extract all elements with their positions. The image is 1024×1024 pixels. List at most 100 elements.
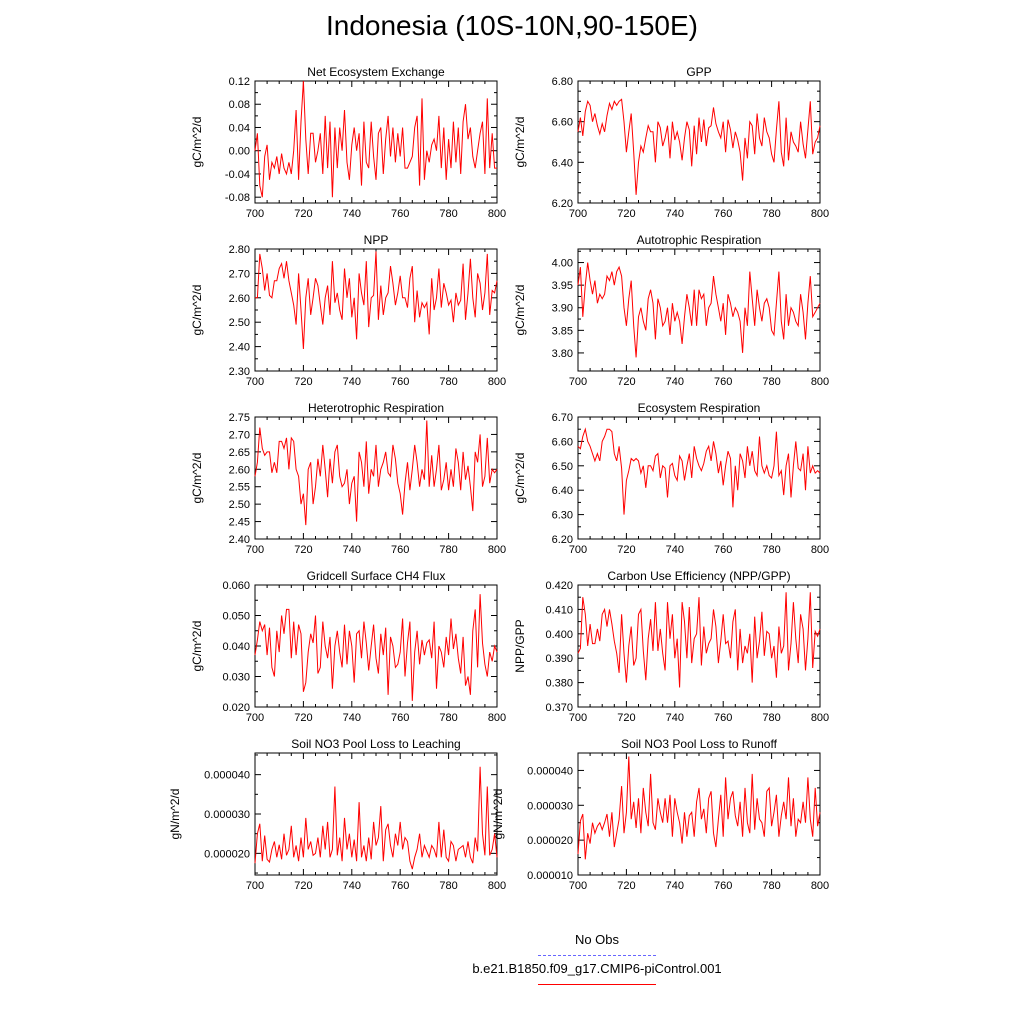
panel-7: Gridcell Surface CH4 Flux 700 720 740 760 780… bbox=[190, 569, 506, 724]
y-tick-label: 2.40 bbox=[229, 534, 250, 546]
y-tick-label: 2.50 bbox=[229, 317, 250, 329]
y-tick-label: 0.040 bbox=[222, 641, 250, 653]
x-tick-label: 700 bbox=[569, 544, 587, 556]
y-tick-label: 2.50 bbox=[229, 499, 250, 511]
y-tick-label: 0.060 bbox=[222, 580, 250, 592]
y-tick-label: 0.370 bbox=[545, 702, 573, 714]
y-axis-label: gC/m^2/d bbox=[190, 453, 204, 504]
x-tick-label: 700 bbox=[246, 712, 264, 724]
x-tick-label: 800 bbox=[811, 712, 829, 724]
y-tick-label: 2.60 bbox=[229, 464, 250, 476]
x-tick-label: 720 bbox=[294, 376, 312, 388]
y-tick-label: 0.12 bbox=[229, 76, 250, 88]
panel-title: Net Ecosystem Exchange bbox=[307, 65, 445, 79]
y-tick-label: 6.60 bbox=[552, 436, 573, 448]
y-tick-label: 2.70 bbox=[229, 268, 250, 280]
y-tick-label: 6.70 bbox=[552, 412, 573, 424]
y-tick-label: 0.380 bbox=[545, 678, 573, 690]
x-tick-label: 780 bbox=[762, 712, 780, 724]
x-tick-label: 700 bbox=[246, 544, 264, 556]
x-tick-label: 740 bbox=[343, 544, 361, 556]
y-axis-label: gC/m^2/d bbox=[190, 117, 204, 168]
x-tick-label: 760 bbox=[391, 712, 409, 724]
x-tick-label: 740 bbox=[343, 208, 361, 220]
plot-frame bbox=[254, 248, 498, 372]
y-tick-label: 0.000030 bbox=[527, 800, 573, 812]
x-tick-label: 700 bbox=[246, 880, 264, 892]
x-tick-label: 800 bbox=[488, 880, 506, 892]
y-tick-label: 0.390 bbox=[545, 653, 573, 665]
x-tick-label: 780 bbox=[762, 880, 780, 892]
x-tick-label: 720 bbox=[617, 376, 635, 388]
x-tick-label: 800 bbox=[488, 712, 506, 724]
x-tick-label: 700 bbox=[569, 376, 587, 388]
series-line bbox=[254, 594, 498, 701]
x-tick-label: 740 bbox=[343, 376, 361, 388]
x-tick-label: 740 bbox=[666, 880, 684, 892]
series-line bbox=[577, 262, 821, 358]
panel-8: Carbon Use Efficiency (NPP/GPP) 700 720 740… bbox=[513, 569, 829, 724]
x-tick-label: 700 bbox=[569, 880, 587, 892]
y-tick-label: 0.420 bbox=[545, 580, 573, 592]
y-axis-label: gC/m^2/d bbox=[513, 285, 527, 336]
panel-10: Soil NO3 Pool Loss to Runoff 700 720 740 760… bbox=[491, 737, 829, 892]
x-tick-label: 720 bbox=[617, 544, 635, 556]
x-tick-label: 700 bbox=[569, 712, 587, 724]
y-tick-label: 2.65 bbox=[229, 447, 250, 459]
y-tick-label: 0.000020 bbox=[204, 848, 250, 860]
series-line bbox=[254, 766, 498, 870]
legend-obs-line bbox=[538, 955, 656, 956]
panel-3: NPP 700 720 740 760 780 800 2.30 2.40 2.50 2.60 2.7… bbox=[190, 233, 506, 388]
y-tick-label: 2.40 bbox=[229, 342, 250, 354]
x-tick-label: 720 bbox=[617, 208, 635, 220]
series-line bbox=[254, 420, 498, 526]
x-tick-label: 780 bbox=[439, 376, 457, 388]
x-tick-label: 800 bbox=[488, 208, 506, 220]
panel-title: Ecosystem Respiration bbox=[638, 401, 761, 415]
x-tick-label: 720 bbox=[617, 880, 635, 892]
panel-title: Carbon Use Efficiency (NPP/GPP) bbox=[607, 569, 790, 583]
y-axis-label: gC/m^2/d bbox=[190, 621, 204, 672]
series-line bbox=[577, 427, 821, 515]
y-tick-label: 0.04 bbox=[229, 122, 250, 134]
y-tick-label: -0.04 bbox=[225, 169, 250, 181]
x-tick-label: 760 bbox=[714, 712, 732, 724]
x-tick-label: 740 bbox=[343, 880, 361, 892]
series-line bbox=[577, 98, 821, 195]
y-tick-label: -0.08 bbox=[225, 192, 250, 204]
panel-6: Ecosystem Respiration 700 720 740 760 780 800 6… bbox=[513, 401, 829, 556]
y-tick-label: 0.030 bbox=[222, 672, 250, 684]
y-tick-label: 6.20 bbox=[552, 534, 573, 546]
x-tick-label: 740 bbox=[666, 712, 684, 724]
x-tick-label: 700 bbox=[246, 208, 264, 220]
panel-title: Gridcell Surface CH4 Flux bbox=[307, 569, 446, 583]
x-tick-label: 740 bbox=[666, 376, 684, 388]
series-line bbox=[577, 756, 821, 860]
y-tick-label: 6.40 bbox=[552, 157, 573, 169]
x-tick-label: 800 bbox=[488, 376, 506, 388]
x-tick-label: 780 bbox=[762, 544, 780, 556]
plot-frame bbox=[577, 416, 821, 540]
panel-9: Soil NO3 Pool Loss to Leaching 700 720 740 7… bbox=[168, 737, 506, 892]
x-tick-label: 760 bbox=[714, 208, 732, 220]
plot-frame bbox=[254, 416, 498, 540]
x-tick-label: 760 bbox=[714, 376, 732, 388]
panel-title: NPP bbox=[364, 233, 389, 247]
x-tick-label: 780 bbox=[439, 712, 457, 724]
y-tick-label: 0.050 bbox=[222, 611, 250, 623]
x-tick-label: 760 bbox=[391, 880, 409, 892]
y-tick-label: 2.30 bbox=[229, 366, 250, 378]
x-tick-label: 780 bbox=[439, 880, 457, 892]
y-tick-label: 2.70 bbox=[229, 429, 250, 441]
x-tick-label: 760 bbox=[714, 544, 732, 556]
x-tick-label: 780 bbox=[439, 544, 457, 556]
y-tick-label: 0.020 bbox=[222, 702, 250, 714]
panel-title: Autotrophic Respiration bbox=[637, 233, 762, 247]
y-tick-label: 6.30 bbox=[552, 510, 573, 522]
x-tick-label: 760 bbox=[391, 544, 409, 556]
plot-frame bbox=[254, 584, 498, 708]
y-tick-label: 6.60 bbox=[552, 117, 573, 129]
y-tick-label: 2.45 bbox=[229, 517, 250, 529]
panel-5: Heterotrophic Respiration 700 720 740 760 780… bbox=[190, 401, 506, 556]
x-tick-label: 700 bbox=[569, 208, 587, 220]
